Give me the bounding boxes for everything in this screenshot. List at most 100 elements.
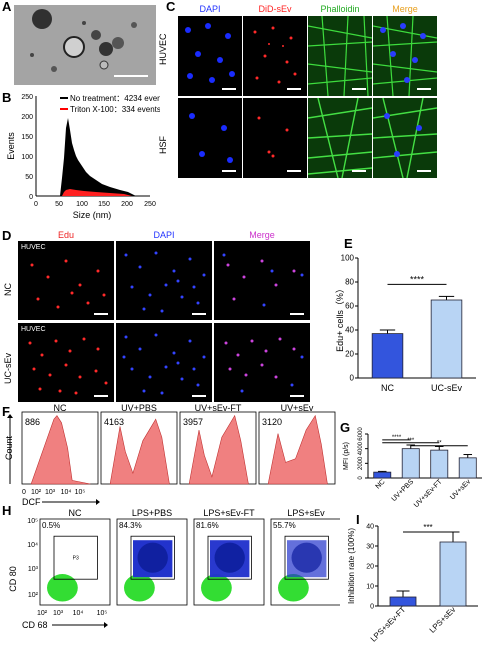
col-label-dapi: DAPI — [199, 4, 221, 14]
edu-nc-edu: HUVEC — [18, 241, 114, 320]
flow-y-arrowhead — [7, 414, 13, 418]
histogram-count: 4163 — [104, 417, 124, 427]
dotplot-percent: 81.6% — [196, 521, 219, 530]
y-tick-label: 60 — [345, 302, 354, 311]
histogram-curve — [188, 414, 249, 485]
tem-image — [14, 5, 156, 85]
dotplot-percent: 84.3% — [119, 521, 142, 530]
histogram-curve — [109, 418, 170, 485]
bar — [439, 541, 467, 607]
dotplot-x-arrowhead — [104, 622, 108, 628]
significance-marker: ** — [437, 441, 442, 447]
dotplot-xtick: 10³ — [53, 610, 64, 617]
hist-legend-2: Triton X-100：334 events — [70, 105, 160, 114]
y-tick-label: 0 — [350, 374, 355, 383]
dotplot-percent: 0.5% — [42, 521, 60, 530]
histogram-title: UV+sEv — [281, 404, 314, 413]
edu-col-dapi: DAPI — [153, 230, 175, 240]
hist-black-series — [60, 118, 136, 196]
panel-label-f: F — [2, 404, 10, 419]
panel-label-e: E — [344, 236, 353, 251]
dotplot-ylabel: CD 80 — [8, 566, 18, 592]
flow-xlabel: DCF — [22, 497, 41, 507]
dcf-histograms: NC 886 UV+PBS 4163 UV+sEv-FT 3957 UV+sEv 3120 Co… — [4, 404, 336, 507]
hist-xtick: 250 — [144, 201, 156, 208]
cd80-cd68-dotplots: NC P3 0.5% LPS+PBS 84.3% LPS+sEv-FT 81.6% LPS+s… — [8, 508, 340, 630]
dotplot-title: LPS+PBS — [132, 508, 172, 518]
flow-x-arrowhead — [96, 499, 100, 505]
dotplot-ytick: 10⁴ — [27, 542, 38, 549]
dotplot-blue-core — [137, 542, 168, 573]
y-tick-label: 20 — [345, 350, 354, 359]
edu-ucsev-dapi — [116, 323, 212, 402]
dotplot-xtick: 10⁴ — [73, 610, 84, 617]
histogram-count: 3120 — [262, 417, 282, 427]
category-label: UV+sEv — [449, 478, 472, 501]
micrograph-hsf-did — [243, 98, 307, 178]
cell-label: HUVEC — [21, 244, 46, 251]
y-tick-label: 6000 — [358, 427, 364, 441]
panel-label-b: B — [2, 90, 12, 105]
dotplot-title: NC — [69, 508, 82, 518]
bar — [389, 596, 417, 607]
flow-ylabel: Count — [4, 436, 14, 461]
dotplot-title: LPS+sEv — [287, 508, 325, 518]
dotplot-percent: 55.7% — [273, 521, 296, 530]
category-label: LPS+sEv — [428, 605, 458, 635]
y-tick-label: 0 — [358, 476, 364, 480]
flow-xtick: 10³ — [45, 489, 56, 496]
y-tick-label: 0 — [370, 604, 374, 611]
bar — [373, 471, 392, 479]
edu-nc-dapi — [116, 241, 212, 320]
panel-label-h: H — [2, 503, 12, 518]
tem-vesicles — [14, 5, 156, 85]
bar — [371, 333, 404, 379]
row-label-hsf: HSF — [158, 136, 168, 154]
edu-ucsev-edu: HUVEC — [18, 323, 114, 402]
y-axis-label: MFI (p/s) — [343, 442, 350, 470]
dotplot-green-population — [201, 574, 232, 602]
hist-red-series — [62, 189, 132, 196]
y-tick-label: 4000 — [358, 441, 364, 455]
edu-col-merge: Merge — [249, 230, 275, 240]
bar — [430, 449, 449, 479]
edu-nc-merge — [214, 241, 310, 320]
dotplot-gate — [207, 535, 252, 580]
edu-row-ucsev: UC-sEv — [3, 353, 13, 384]
dotplot-box — [116, 518, 188, 606]
edu-row-nc: NC — [3, 283, 13, 296]
dotplot-xtick: 10⁵ — [97, 610, 108, 617]
hist-xtick: 0 — [34, 201, 38, 208]
micrograph-huvec-dapi — [178, 16, 242, 96]
col-label-did: DiD-sEv — [258, 4, 292, 14]
flow-xtick: 10² — [31, 489, 42, 496]
dotplot-xlabel: CD 68 — [22, 620, 48, 630]
significance-marker: **** — [410, 274, 425, 284]
flow-xtick: 10⁴ — [61, 489, 72, 496]
hist-xlabel: Size (nm) — [73, 210, 112, 220]
dotplot-title: LPS+sEv-FT — [203, 508, 255, 518]
micrograph-huvec-merge — [373, 16, 437, 96]
histogram-count: 3957 — [183, 417, 203, 427]
dotplot-box — [39, 518, 111, 606]
micrograph-huvec-did — [243, 16, 307, 96]
hist-ytick: 200 — [21, 114, 33, 121]
dotplot-green-population — [47, 574, 78, 602]
dotplot-blue-core — [214, 542, 245, 573]
y-tick-label: 40 — [345, 326, 354, 335]
dotplot-ytick: 10³ — [28, 566, 39, 573]
dotplot-ytick: 10⁵ — [27, 518, 38, 525]
significance-marker: *** — [423, 523, 432, 532]
chart-edu-cells: 0 20 40 60 80 100 Edu+ cells（%） NC UC-sEv **** — [335, 254, 476, 393]
dotplot-green-population — [123, 574, 155, 602]
micrograph-huvec-phalloidin — [308, 16, 372, 96]
panel-label-a: A — [2, 0, 12, 14]
histogram-count: 886 — [25, 417, 40, 427]
chart-inhibition: 0 10 20 30 40 Inhibition rate (100%) LPS+sEv-F… — [347, 523, 478, 644]
micrograph-hsf-dapi — [178, 98, 242, 178]
y-tick-label: 80 — [345, 278, 354, 287]
y-tick-label: 10 — [366, 584, 374, 591]
panel-label-g: G — [340, 420, 351, 435]
bar — [430, 299, 463, 379]
